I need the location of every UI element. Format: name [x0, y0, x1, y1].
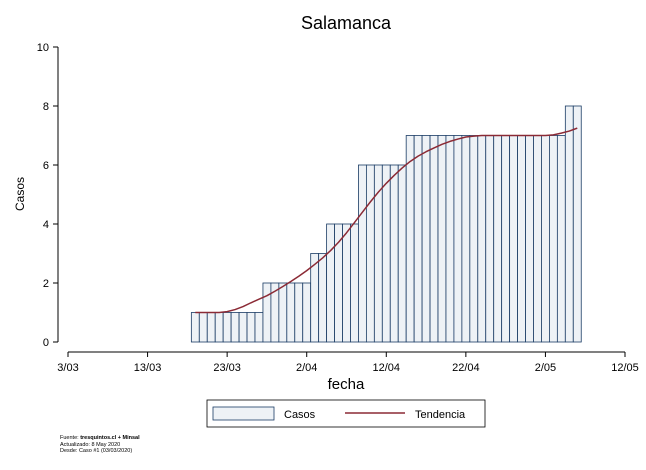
bar [485, 135, 495, 343]
footer-source-value: tresquintos.cl + Minsal [80, 435, 140, 441]
y-tick-label: 10 [37, 42, 49, 54]
bar [501, 135, 511, 343]
bar [389, 164, 399, 343]
chart-title: Salamanca [301, 13, 392, 33]
bar [421, 135, 431, 343]
bar [525, 135, 534, 343]
x-tick-label: 12/04 [373, 362, 401, 374]
footer-source: Fuente: tresquintos.cl + Minsal [60, 435, 140, 442]
y-tick-label: 8 [43, 101, 49, 113]
footer-source-label: Fuente: [60, 435, 81, 441]
bar [222, 312, 232, 343]
y-tick-label: 0 [43, 337, 49, 349]
bar [572, 105, 582, 343]
x-tick-label: 3/03 [57, 362, 78, 374]
y-tick-label: 6 [43, 160, 49, 172]
bar [365, 164, 375, 343]
bar [381, 164, 391, 343]
x-tick-label: 2/05 [535, 362, 556, 374]
footer-updated: Actualizado: 8 May 2020 [60, 441, 121, 448]
bar [405, 135, 415, 343]
x-tick-label: 13/03 [134, 362, 162, 374]
bar [429, 135, 439, 343]
bar [453, 135, 463, 343]
bar [286, 282, 296, 343]
x-tick-label: 23/03 [213, 362, 241, 374]
legend-swatch-casos [212, 406, 275, 421]
bar [278, 282, 288, 343]
bar [254, 312, 264, 343]
bar [413, 135, 423, 343]
bar [326, 223, 335, 343]
source-footer: Fuente: tresquintos.cl + Minsal Actualiz… [60, 435, 140, 455]
legend-label-casos: Casos [284, 409, 316, 421]
bar [445, 135, 455, 343]
bar [541, 135, 550, 343]
bar [437, 135, 447, 343]
bar [214, 312, 224, 343]
bar [533, 135, 542, 343]
bar [246, 312, 256, 343]
x-tick-label: 12/05 [611, 362, 639, 374]
bar [517, 135, 526, 343]
bar [461, 135, 471, 343]
bar [564, 105, 574, 343]
y-axis-label: Casos [13, 177, 27, 211]
bar [190, 312, 200, 343]
bar [262, 282, 272, 343]
bar [238, 312, 248, 343]
bar [198, 312, 208, 343]
bar [358, 164, 367, 343]
bar [342, 223, 351, 343]
bar [493, 135, 503, 343]
bar [556, 135, 566, 343]
x-tick-label: 2/04 [296, 362, 317, 374]
bar [350, 223, 359, 343]
bar [206, 312, 216, 343]
x-tick-label: 22/04 [452, 362, 480, 374]
axes: 0 2 4 6 8 10 3/03 13/03 23/03 2/04 12/04 22/04 2/05 1… [37, 42, 639, 374]
y-tick-label: 2 [43, 278, 49, 290]
plot-area [190, 105, 582, 343]
bar [294, 282, 304, 343]
bar [230, 312, 240, 343]
bar [509, 135, 518, 343]
footer-since: Desde: Caso #1 (03/03/2020) [60, 448, 133, 455]
bar [397, 164, 407, 343]
bar [318, 253, 328, 343]
y-tick-label: 4 [43, 219, 49, 231]
bar [469, 135, 479, 343]
bar [302, 282, 312, 343]
trend-line [195, 127, 578, 314]
legend-label-tendencia: Tendencia [415, 409, 466, 421]
x-axis-label: fecha [328, 376, 365, 393]
bar [477, 135, 487, 343]
legend: Casos Tendencia [206, 399, 486, 428]
bar [549, 135, 558, 343]
